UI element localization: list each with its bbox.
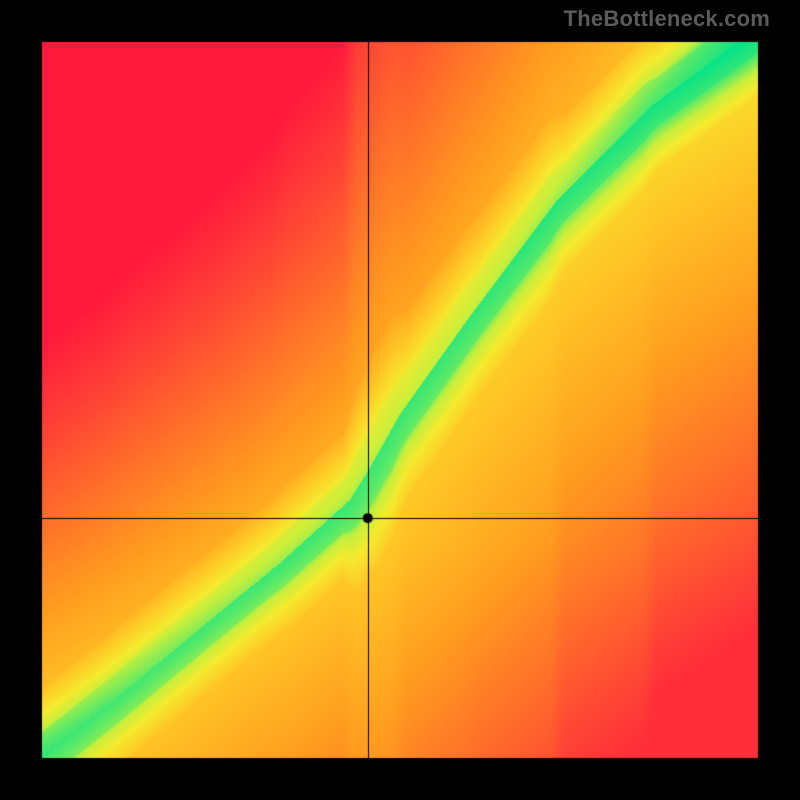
bottleneck-heatmap (0, 0, 800, 800)
watermark-text: TheBottleneck.com (564, 6, 770, 32)
